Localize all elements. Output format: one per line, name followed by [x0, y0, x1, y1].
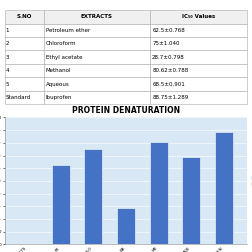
Bar: [117, 208, 135, 244]
Bar: [150, 142, 168, 244]
Bar: [215, 132, 233, 244]
Bar: [52, 165, 70, 244]
Bar: [182, 158, 200, 244]
Title: PROTEIN DENATURATION: PROTEIN DENATURATION: [72, 106, 180, 115]
Bar: [84, 149, 102, 244]
Legend: Series1, Series2: Series1, Series2: [251, 175, 252, 187]
